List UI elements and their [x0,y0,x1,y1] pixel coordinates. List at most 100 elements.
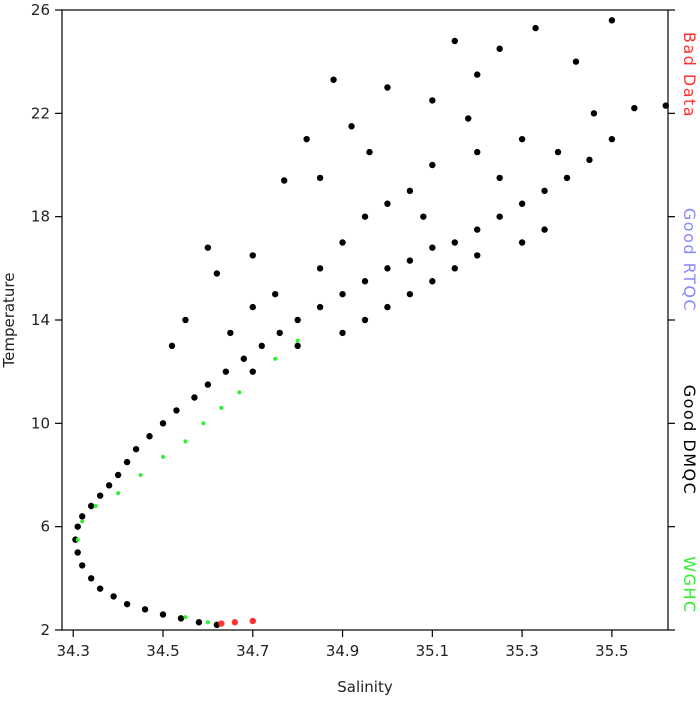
y-tick-label: 2 [40,621,50,639]
point [541,187,548,195]
y-tick-label: 26 [31,1,50,19]
point [429,161,436,169]
point [173,407,180,414]
point [294,342,301,350]
point [195,619,203,626]
legend-entry: Bad Data [680,32,699,118]
point [146,433,153,440]
point [339,329,346,337]
point [608,17,616,24]
point [204,244,212,251]
point [339,290,346,298]
point [361,213,369,220]
point [662,102,669,109]
x-tick-label: 34.3 [57,642,90,660]
point [572,58,580,65]
point [295,338,300,343]
point [240,355,247,362]
point [93,504,98,508]
point [361,278,369,285]
y-tick-label: 18 [31,208,50,226]
point [474,226,481,233]
point [249,303,256,311]
point [161,454,165,459]
point [366,148,373,156]
point [384,303,391,311]
point [339,239,346,246]
point [316,174,324,182]
point [303,135,310,143]
point [168,342,176,350]
point [406,187,414,195]
x-tick-label: 34.5 [146,642,179,660]
point [273,356,278,361]
point [348,123,355,130]
legend-entry: Good RTQC [680,208,699,312]
point [141,606,149,613]
point [316,303,324,311]
point [183,615,188,620]
point [205,620,210,625]
point [496,213,503,220]
point [138,473,143,477]
point [87,575,95,582]
point [227,329,234,337]
point [222,368,230,375]
point [79,562,86,569]
point [75,537,80,542]
point [249,252,256,259]
point [518,135,526,143]
point [74,523,81,530]
point [451,265,458,272]
point [518,239,526,246]
point [451,37,458,45]
point [116,491,121,496]
y-tick-label: 22 [31,104,50,122]
point [330,76,337,83]
point [631,104,638,112]
point [563,174,571,182]
point [496,45,503,52]
point [294,316,301,324]
point [586,156,593,164]
point [384,265,391,272]
point [96,492,104,499]
point [429,97,436,104]
point [258,342,265,350]
point [474,71,481,78]
point [474,148,481,156]
x-axis-label: Salinity [337,678,393,696]
point [429,244,436,251]
point [204,381,212,388]
point [191,394,198,401]
point [159,611,167,618]
point [532,24,539,32]
x-tick-label: 34.7 [236,642,269,660]
point [237,390,242,395]
point [451,239,458,246]
y-axis-label: Temperature [0,272,18,368]
point [182,316,189,324]
point [384,84,391,91]
y-tick-label: 10 [31,414,50,432]
point [496,174,503,182]
y-tick-label: 14 [31,311,50,329]
point [590,110,598,117]
x-tick-label: 35.5 [595,642,628,660]
point [465,115,472,122]
point [159,420,167,427]
point [213,270,221,277]
x-tick-label: 34.9 [326,642,359,660]
point [219,405,224,410]
point [272,290,279,298]
point [361,316,369,324]
point [474,252,481,259]
point [406,290,414,298]
point [249,617,256,625]
point [541,226,548,233]
legend-entry: WGHC [680,556,699,613]
point [429,278,436,285]
point [123,458,131,466]
point [201,421,206,426]
